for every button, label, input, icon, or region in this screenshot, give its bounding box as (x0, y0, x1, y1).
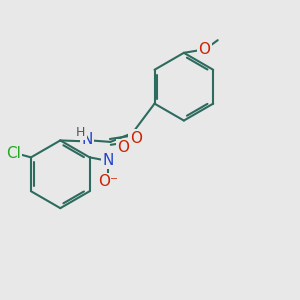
Text: N: N (103, 153, 114, 168)
Text: N: N (81, 132, 92, 147)
Text: O: O (130, 131, 142, 146)
Text: O: O (118, 140, 130, 155)
Text: Cl: Cl (6, 146, 21, 161)
Text: O: O (199, 42, 211, 57)
Text: O⁻: O⁻ (98, 174, 118, 189)
Text: H: H (76, 126, 86, 139)
